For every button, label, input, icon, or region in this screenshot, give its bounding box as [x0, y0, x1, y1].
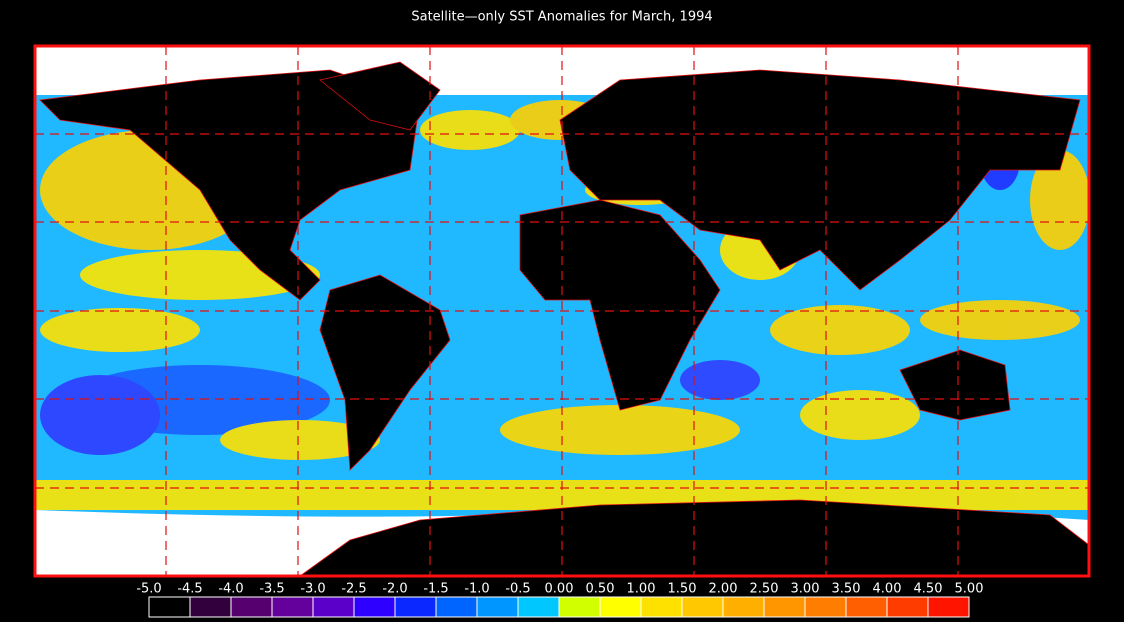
tick-label: 4.00 [873, 582, 902, 597]
color-swatch [149, 597, 190, 617]
tick-label: 1.50 [668, 582, 697, 597]
color-swatch [190, 597, 231, 617]
tick-label: 2.50 [750, 582, 779, 597]
color-swatch [395, 597, 436, 617]
tick-label: -4.5 [177, 582, 202, 597]
color-swatch [641, 597, 682, 617]
color-swatch [764, 597, 805, 617]
tick-label: -1.0 [464, 582, 489, 597]
color-swatch [272, 597, 313, 617]
color-swatch [477, 597, 518, 617]
color-swatch [600, 597, 641, 617]
color-swatch [846, 597, 887, 617]
tick-label: 0.00 [545, 582, 574, 597]
color-swatch [928, 597, 969, 617]
tick-label: -3.0 [300, 582, 325, 597]
tick-label: -4.0 [218, 582, 243, 597]
tick-label: -2.5 [341, 582, 366, 597]
tick-label: 4.50 [914, 582, 943, 597]
map [33, 44, 1091, 578]
color-swatch [887, 597, 928, 617]
color-swatch [559, 597, 600, 617]
tick-label: 3.00 [791, 582, 820, 597]
tick-label: 3.50 [832, 582, 861, 597]
tick-label: 0.50 [586, 582, 615, 597]
color-swatch [231, 597, 272, 617]
tick-label: 2.00 [709, 582, 738, 597]
tick-label: -2.0 [382, 582, 407, 597]
color-swatch [518, 597, 559, 617]
tick-label: -1.5 [423, 582, 448, 597]
color-swatch [436, 597, 477, 617]
tick-label: -0.5 [505, 582, 530, 597]
color-swatch [805, 597, 846, 617]
tick-label: 1.00 [627, 582, 656, 597]
color-swatch [723, 597, 764, 617]
color-swatch [313, 597, 354, 617]
colorbar: -5.0 -4.5 -4.0 -3.5 -3.0 -2.5 -2.0 -1.5 -1.0 -0.5… [136, 582, 983, 618]
tick-label: -5.0 [136, 582, 161, 597]
map-title: Satellite—only SST Anomalies for March, … [411, 10, 712, 25]
color-swatch [354, 597, 395, 617]
tick-label: 5.00 [955, 582, 984, 597]
tick-label: -3.5 [259, 582, 284, 597]
color-swatch [682, 597, 723, 617]
